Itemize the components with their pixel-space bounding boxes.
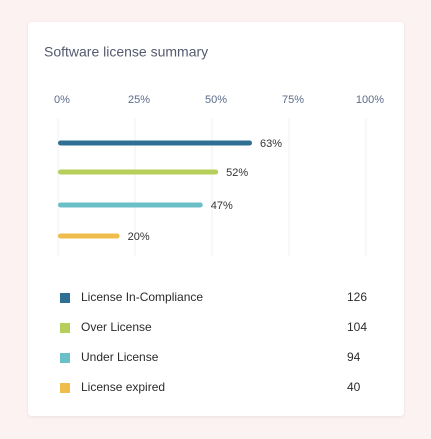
value-label: 63%: [260, 138, 282, 150]
legend-label: Over License: [81, 320, 152, 334]
legend-count: 40: [347, 380, 361, 394]
chart-title: Software license summary: [44, 44, 208, 60]
bar: [58, 169, 219, 175]
card: [28, 22, 404, 416]
legend-label: License expired: [81, 380, 165, 394]
x-tick-label: 0%: [54, 94, 70, 106]
x-tick-label: 50%: [205, 94, 227, 106]
value-label: 20%: [128, 231, 150, 243]
bar: [58, 233, 120, 239]
bar: [58, 202, 203, 208]
bar: [58, 140, 253, 146]
legend-swatch: [60, 293, 70, 303]
legend-count: 94: [347, 350, 361, 364]
legend-label: License In-Compliance: [81, 290, 203, 304]
x-tick-label: 75%: [282, 94, 304, 106]
legend-label: Under License: [81, 350, 159, 364]
x-tick-label: 100%: [356, 94, 384, 106]
legend-count: 126: [347, 290, 367, 304]
value-label: 47%: [211, 200, 233, 212]
legend-count: 104: [347, 320, 367, 334]
value-label: 52%: [226, 167, 248, 179]
legend-swatch: [60, 383, 70, 393]
legend-swatch: [60, 353, 70, 363]
x-tick-label: 25%: [128, 94, 150, 106]
legend-swatch: [60, 323, 70, 333]
